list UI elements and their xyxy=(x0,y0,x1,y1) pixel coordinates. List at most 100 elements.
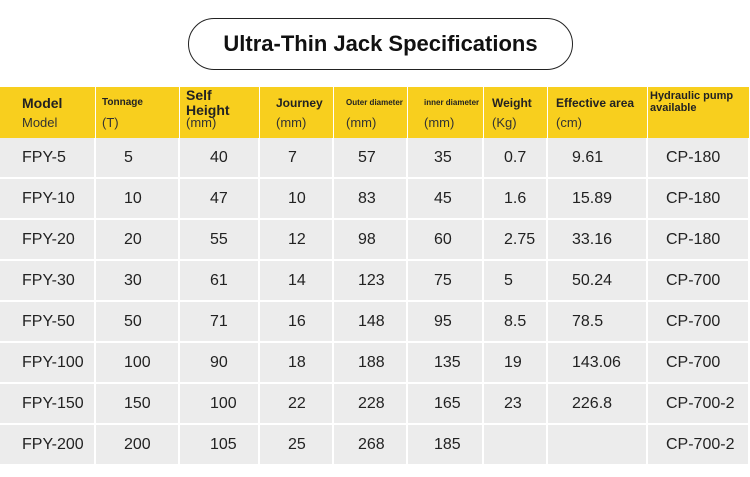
data-cell: 135 xyxy=(408,343,484,384)
data-cell: 15.89 xyxy=(548,179,648,220)
header-name: Effective area xyxy=(556,95,635,110)
data-cell: 16 xyxy=(260,302,334,343)
header-name: Weight xyxy=(492,95,532,110)
data-cell: CP-180 xyxy=(648,220,750,261)
header-name: Outer diameter xyxy=(346,97,403,107)
header-unit: (mm) xyxy=(276,115,307,130)
data-cell: FPY-20 xyxy=(0,220,96,261)
data-cell: 7 xyxy=(260,138,334,179)
data-cell: 19 xyxy=(484,343,548,384)
data-cell: 14 xyxy=(260,261,334,302)
data-cell: 0.7 xyxy=(484,138,548,179)
data-cell: 60 xyxy=(408,220,484,261)
header-unit: (T) xyxy=(102,115,119,130)
data-cell: 200 xyxy=(96,425,180,466)
data-cell: 100 xyxy=(180,384,260,425)
data-cell: 105 xyxy=(180,425,260,466)
header-unit: (mm) xyxy=(186,115,217,130)
data-cell: 90 xyxy=(180,343,260,384)
data-cell: CP-700 xyxy=(648,261,750,302)
data-cell: 188 xyxy=(334,343,408,384)
data-cell xyxy=(484,425,548,466)
data-cell: 30 xyxy=(96,261,180,302)
data-cell: 61 xyxy=(180,261,260,302)
data-cell: FPY-150 xyxy=(0,384,96,425)
data-cell: 150 xyxy=(96,384,180,425)
data-cell: 78.5 xyxy=(548,302,648,343)
data-cell: 12 xyxy=(260,220,334,261)
data-cell: CP-180 xyxy=(648,179,750,220)
data-cell: 50 xyxy=(96,302,180,343)
data-cell: CP-700-2 xyxy=(648,425,750,466)
data-cell: 165 xyxy=(408,384,484,425)
data-cell: 226.8 xyxy=(548,384,648,425)
header-cell: inner diameter (mm) xyxy=(408,87,484,138)
data-cell: CP-700-2 xyxy=(648,384,750,425)
header-unit: (mm) xyxy=(346,115,377,130)
data-cell: CP-700 xyxy=(648,302,750,343)
data-cell xyxy=(548,425,648,466)
header-unit: (mm) xyxy=(424,115,455,130)
data-cell: 8.5 xyxy=(484,302,548,343)
data-cell: 5 xyxy=(484,261,548,302)
data-cell: 100 xyxy=(96,343,180,384)
data-cell: 123 xyxy=(334,261,408,302)
data-cell: CP-180 xyxy=(648,138,750,179)
header-name: inner diameter xyxy=(424,97,480,107)
data-cell: 2.75 xyxy=(484,220,548,261)
data-cell: 5 xyxy=(96,138,180,179)
header-cell: Hydraulic pump available xyxy=(648,87,750,138)
header-cell: Tonnage (T) xyxy=(96,87,180,138)
header-name: Hydraulic pump available xyxy=(650,90,734,114)
data-cell: 23 xyxy=(484,384,548,425)
data-cell: 268 xyxy=(334,425,408,466)
data-cell: FPY-10 xyxy=(0,179,96,220)
data-cell: 98 xyxy=(334,220,408,261)
header-cell: Effective area (cm) xyxy=(548,87,648,138)
data-cell: 143.06 xyxy=(548,343,648,384)
data-cell: 1.6 xyxy=(484,179,548,220)
data-cell: 33.16 xyxy=(548,220,648,261)
data-cell: 50.24 xyxy=(548,261,648,302)
data-cell: 45 xyxy=(408,179,484,220)
data-cell: 83 xyxy=(334,179,408,220)
data-cell: 95 xyxy=(408,302,484,343)
data-cell: FPY-30 xyxy=(0,261,96,302)
header-name: Journey xyxy=(276,95,323,110)
header-unit: (Kg) xyxy=(492,115,517,130)
header-cell: Self Height (mm) xyxy=(180,87,260,138)
header-name: Model xyxy=(22,94,63,111)
spec-table: Model Model Tonnage (T) Self Height (mm) Journ… xyxy=(0,87,750,466)
data-cell: 47 xyxy=(180,179,260,220)
data-cell: FPY-5 xyxy=(0,138,96,179)
data-cell: CP-700 xyxy=(648,343,750,384)
data-cell: 9.61 xyxy=(548,138,648,179)
header-unit: (cm) xyxy=(556,115,582,130)
data-cell: 20 xyxy=(96,220,180,261)
data-cell: 22 xyxy=(260,384,334,425)
data-cell: 148 xyxy=(334,302,408,343)
data-cell: 25 xyxy=(260,425,334,466)
header-cell: Model Model xyxy=(0,87,96,138)
header-cell: Journey (mm) xyxy=(260,87,334,138)
data-cell: 10 xyxy=(96,179,180,220)
data-cell: 55 xyxy=(180,220,260,261)
data-cell: 185 xyxy=(408,425,484,466)
data-cell: 228 xyxy=(334,384,408,425)
data-cell: 57 xyxy=(334,138,408,179)
data-cell: FPY-50 xyxy=(0,302,96,343)
header-cell: Outer diameter (mm) xyxy=(334,87,408,138)
data-cell: FPY-200 xyxy=(0,425,96,466)
data-cell: 18 xyxy=(260,343,334,384)
header-name: Tonnage xyxy=(102,96,143,108)
header-unit: Model xyxy=(22,115,58,130)
data-cell: 35 xyxy=(408,138,484,179)
data-cell: 75 xyxy=(408,261,484,302)
data-cell: 10 xyxy=(260,179,334,220)
header-cell: Weight (Kg) xyxy=(484,87,548,138)
title: Ultra-Thin Jack Specifications xyxy=(188,18,573,70)
data-cell: FPY-100 xyxy=(0,343,96,384)
header-name: Self Height xyxy=(186,87,230,118)
data-cell: 71 xyxy=(180,302,260,343)
